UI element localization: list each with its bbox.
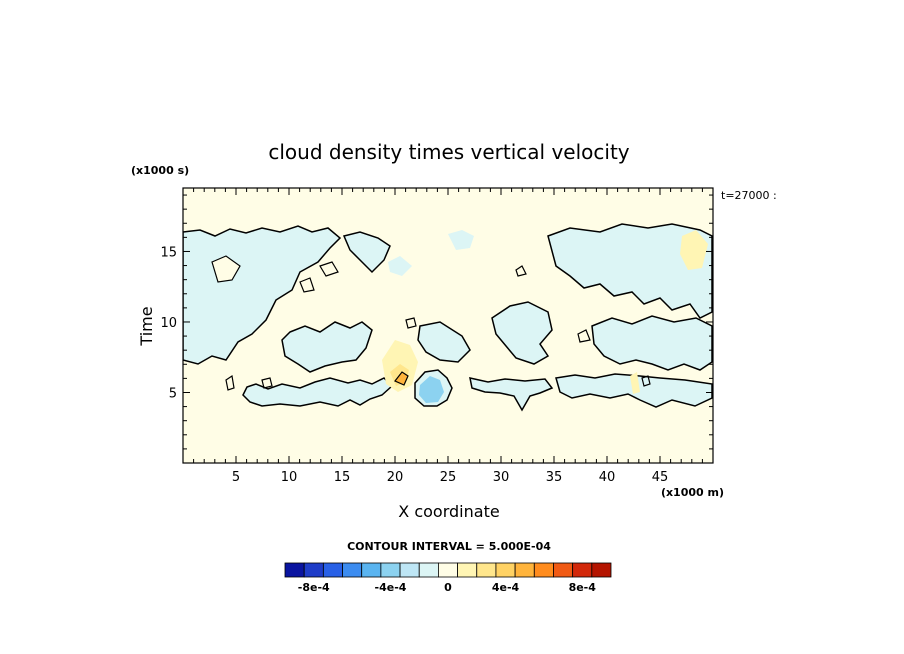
contour-region <box>405 317 417 329</box>
contour-region <box>211 255 241 283</box>
colorbar-swatch <box>572 562 593 578</box>
x-tick-label: 40 <box>599 470 616 485</box>
x-tick-label: 35 <box>546 470 563 485</box>
colorbar-swatch <box>418 562 439 578</box>
contour-region <box>630 372 640 394</box>
contour-region <box>394 371 409 386</box>
contour-region <box>448 230 474 250</box>
time-annotation: t=27000 : <box>721 189 777 202</box>
colorbar-swatch <box>399 562 420 578</box>
y-tick-label: 10 <box>160 316 177 331</box>
x-tick-label: 30 <box>493 470 510 485</box>
colorbar-swatch <box>380 562 401 578</box>
colorbar-swatch <box>476 562 497 578</box>
colorbar-labels: -8e-4 -4e-4 0 4e-4 8e-4 <box>298 581 596 594</box>
colorbar-tick-label: 4e-4 <box>492 581 520 594</box>
colorbar-swatch <box>342 562 363 578</box>
contour-region <box>469 377 554 412</box>
contour-region <box>577 329 591 343</box>
contour-region <box>515 265 527 277</box>
x-tick-label: 45 <box>652 470 669 485</box>
contour-interval-label: CONTOUR INTERVAL = 5.000E-04 <box>347 540 551 553</box>
chart-title: cloud density times vertical velocity <box>268 140 629 164</box>
colorbar-swatch <box>361 562 382 578</box>
x-axis-label: X coordinate <box>398 502 499 521</box>
colorbar-swatch <box>591 562 612 578</box>
colorbar <box>284 562 612 578</box>
x-tick-label: 25 <box>440 470 457 485</box>
x-tick-label: 5 <box>232 470 240 485</box>
colorbar-tick-label: -8e-4 <box>298 581 330 594</box>
y-tick-label: 5 <box>169 386 177 401</box>
colorbar-swatch <box>284 562 305 578</box>
contour-region <box>641 375 651 387</box>
contour-region <box>225 374 235 391</box>
y-axis: 5 10 15 <box>160 194 713 450</box>
y-axis-label: Time <box>137 306 156 346</box>
contour-region <box>591 315 713 371</box>
contour-field <box>183 223 713 412</box>
colorbar-swatch <box>303 562 324 578</box>
colorbar-swatch <box>495 562 516 578</box>
contour-region <box>417 321 471 363</box>
contour-region <box>281 321 373 373</box>
colorbar-swatch <box>438 562 458 578</box>
y-tick-label: 15 <box>160 245 177 260</box>
contour-region <box>299 277 315 293</box>
colorbar-swatch <box>457 562 478 578</box>
contour-region <box>342 231 391 274</box>
contour-region <box>419 376 444 403</box>
colorbar-swatch <box>533 562 554 578</box>
contour-region <box>319 261 339 277</box>
x-tick-label: 10 <box>281 470 298 485</box>
contour-region <box>491 301 553 365</box>
x-tick-label: 20 <box>387 470 404 485</box>
colorbar-swatch <box>514 562 535 578</box>
y-units-label: (x1000 s) <box>131 164 189 177</box>
contour-region <box>680 230 708 270</box>
colorbar-tick-label: 8e-4 <box>569 581 597 594</box>
x-axis: 5 10 15 20 25 30 35 40 45 <box>193 188 703 485</box>
colorbar-swatch <box>322 562 343 578</box>
contour-region <box>261 377 273 389</box>
colorbar-tick-label: -4e-4 <box>375 581 407 594</box>
x-units-label: (x1000 m) <box>661 486 724 499</box>
colorbar-tick-label: 0 <box>444 581 452 594</box>
colorbar-swatch <box>553 562 574 578</box>
contour-region <box>388 256 412 276</box>
x-tick-label: 15 <box>334 470 351 485</box>
contour-region <box>547 223 713 319</box>
